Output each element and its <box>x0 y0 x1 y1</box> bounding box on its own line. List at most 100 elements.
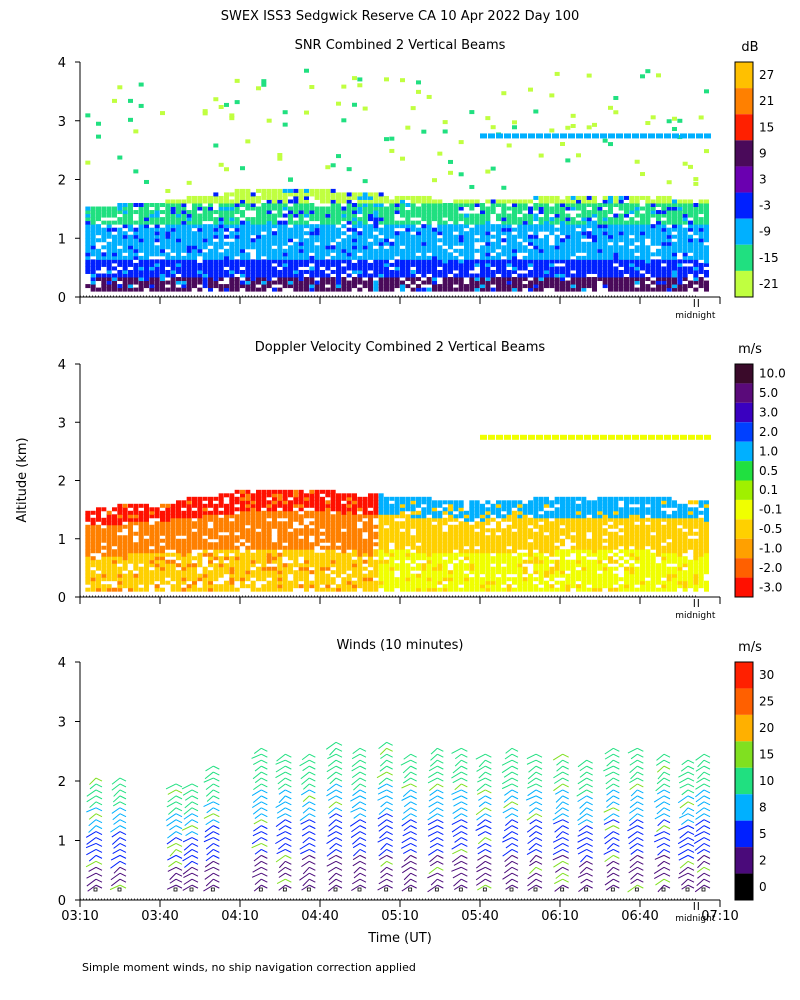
doppler-cell <box>421 524 427 529</box>
doppler-cell <box>458 577 464 582</box>
snr-cell <box>464 238 469 243</box>
doppler-cell <box>160 517 165 522</box>
doppler-cell <box>122 538 128 543</box>
snr-cell <box>304 195 309 200</box>
snr-cell <box>256 224 261 229</box>
doppler-cell <box>138 542 144 547</box>
doppler-cell <box>448 510 453 515</box>
doppler-cell <box>261 577 267 582</box>
colorbar-label: -3 <box>759 199 771 213</box>
snr-cell <box>672 126 677 131</box>
snr-cell <box>362 262 368 267</box>
snr-cell <box>234 266 240 271</box>
snr-cell <box>234 100 240 105</box>
doppler-cell <box>165 580 171 585</box>
doppler-cell <box>112 517 117 522</box>
doppler-cell <box>224 538 229 543</box>
snr-cell <box>453 280 459 285</box>
doppler-cell <box>117 503 123 508</box>
snr-cell <box>352 269 357 274</box>
snr-cell <box>586 241 592 246</box>
snr-cell <box>565 266 571 271</box>
snr-cell <box>469 184 475 189</box>
doppler-cell <box>96 538 101 543</box>
snr-cell <box>181 259 187 264</box>
snr-cell <box>405 241 411 246</box>
snr-cell <box>170 273 176 278</box>
snr-cell <box>426 245 432 250</box>
doppler-cell <box>533 535 539 540</box>
snr-cell <box>634 238 640 243</box>
doppler-cell <box>138 510 144 515</box>
snr-cell <box>677 248 683 253</box>
snr-cell <box>506 217 512 222</box>
doppler-cell <box>400 521 405 526</box>
snr-cell <box>560 231 565 236</box>
doppler-cell <box>560 580 565 585</box>
snr-cell <box>197 224 203 229</box>
snr-cell <box>410 210 416 215</box>
snr-cell <box>570 262 576 267</box>
doppler-cell <box>512 535 517 540</box>
doppler-cell <box>522 584 528 589</box>
snr-cell <box>565 252 571 257</box>
doppler-cell <box>90 563 96 568</box>
snr-cell <box>490 227 496 232</box>
snr-cell <box>592 238 597 243</box>
doppler-cell <box>480 577 485 582</box>
doppler-cell <box>432 514 437 519</box>
doppler-cell <box>384 538 389 543</box>
snr-cell <box>586 73 592 78</box>
snr-cell <box>266 192 272 197</box>
snr-cell <box>394 231 400 236</box>
doppler-cell <box>368 570 373 575</box>
snr-cell <box>261 241 267 246</box>
doppler-cell <box>336 531 341 536</box>
snr-cell <box>629 287 635 292</box>
snr-cell <box>592 280 597 285</box>
doppler-cell <box>240 566 245 571</box>
doppler-cell <box>181 577 187 582</box>
snr-cell <box>266 269 272 274</box>
doppler-cell <box>288 503 293 508</box>
doppler-cell <box>560 556 565 561</box>
doppler-cell <box>341 577 347 582</box>
snr-cell <box>224 206 229 211</box>
snr-cell <box>602 255 608 260</box>
doppler-cell <box>448 587 453 592</box>
doppler-cell <box>394 531 400 536</box>
snr-cell <box>309 85 315 90</box>
doppler-cell <box>458 521 464 526</box>
snr-cell <box>650 266 656 271</box>
snr-cell <box>613 238 619 243</box>
doppler-cell <box>474 556 480 561</box>
doppler-cell <box>320 524 325 529</box>
snr-cell <box>154 238 160 243</box>
snr-cell <box>101 280 107 285</box>
snr-cell <box>549 224 555 229</box>
snr-cell <box>656 73 661 78</box>
snr-cell <box>640 252 645 257</box>
doppler-cell <box>224 542 229 547</box>
doppler-cell <box>186 566 192 571</box>
doppler-cell <box>506 587 512 592</box>
snr-cell <box>528 280 533 285</box>
snr-cell <box>640 284 645 289</box>
doppler-cell <box>272 507 277 512</box>
doppler-cell <box>229 496 235 501</box>
snr-cell <box>554 259 560 264</box>
doppler-cell <box>416 552 421 557</box>
snr-cell <box>170 255 176 260</box>
doppler-cell <box>544 517 549 522</box>
snr-cell <box>160 259 165 264</box>
doppler-cell <box>410 535 416 540</box>
doppler-cell <box>442 566 448 571</box>
snr-cell <box>202 238 208 243</box>
snr-cell <box>576 206 581 211</box>
doppler-cell <box>202 577 208 582</box>
snr-cell <box>389 210 395 215</box>
snr-cell <box>352 234 357 239</box>
doppler-cell <box>432 552 437 557</box>
snr-cell <box>330 224 336 229</box>
snr-cell <box>517 245 523 250</box>
